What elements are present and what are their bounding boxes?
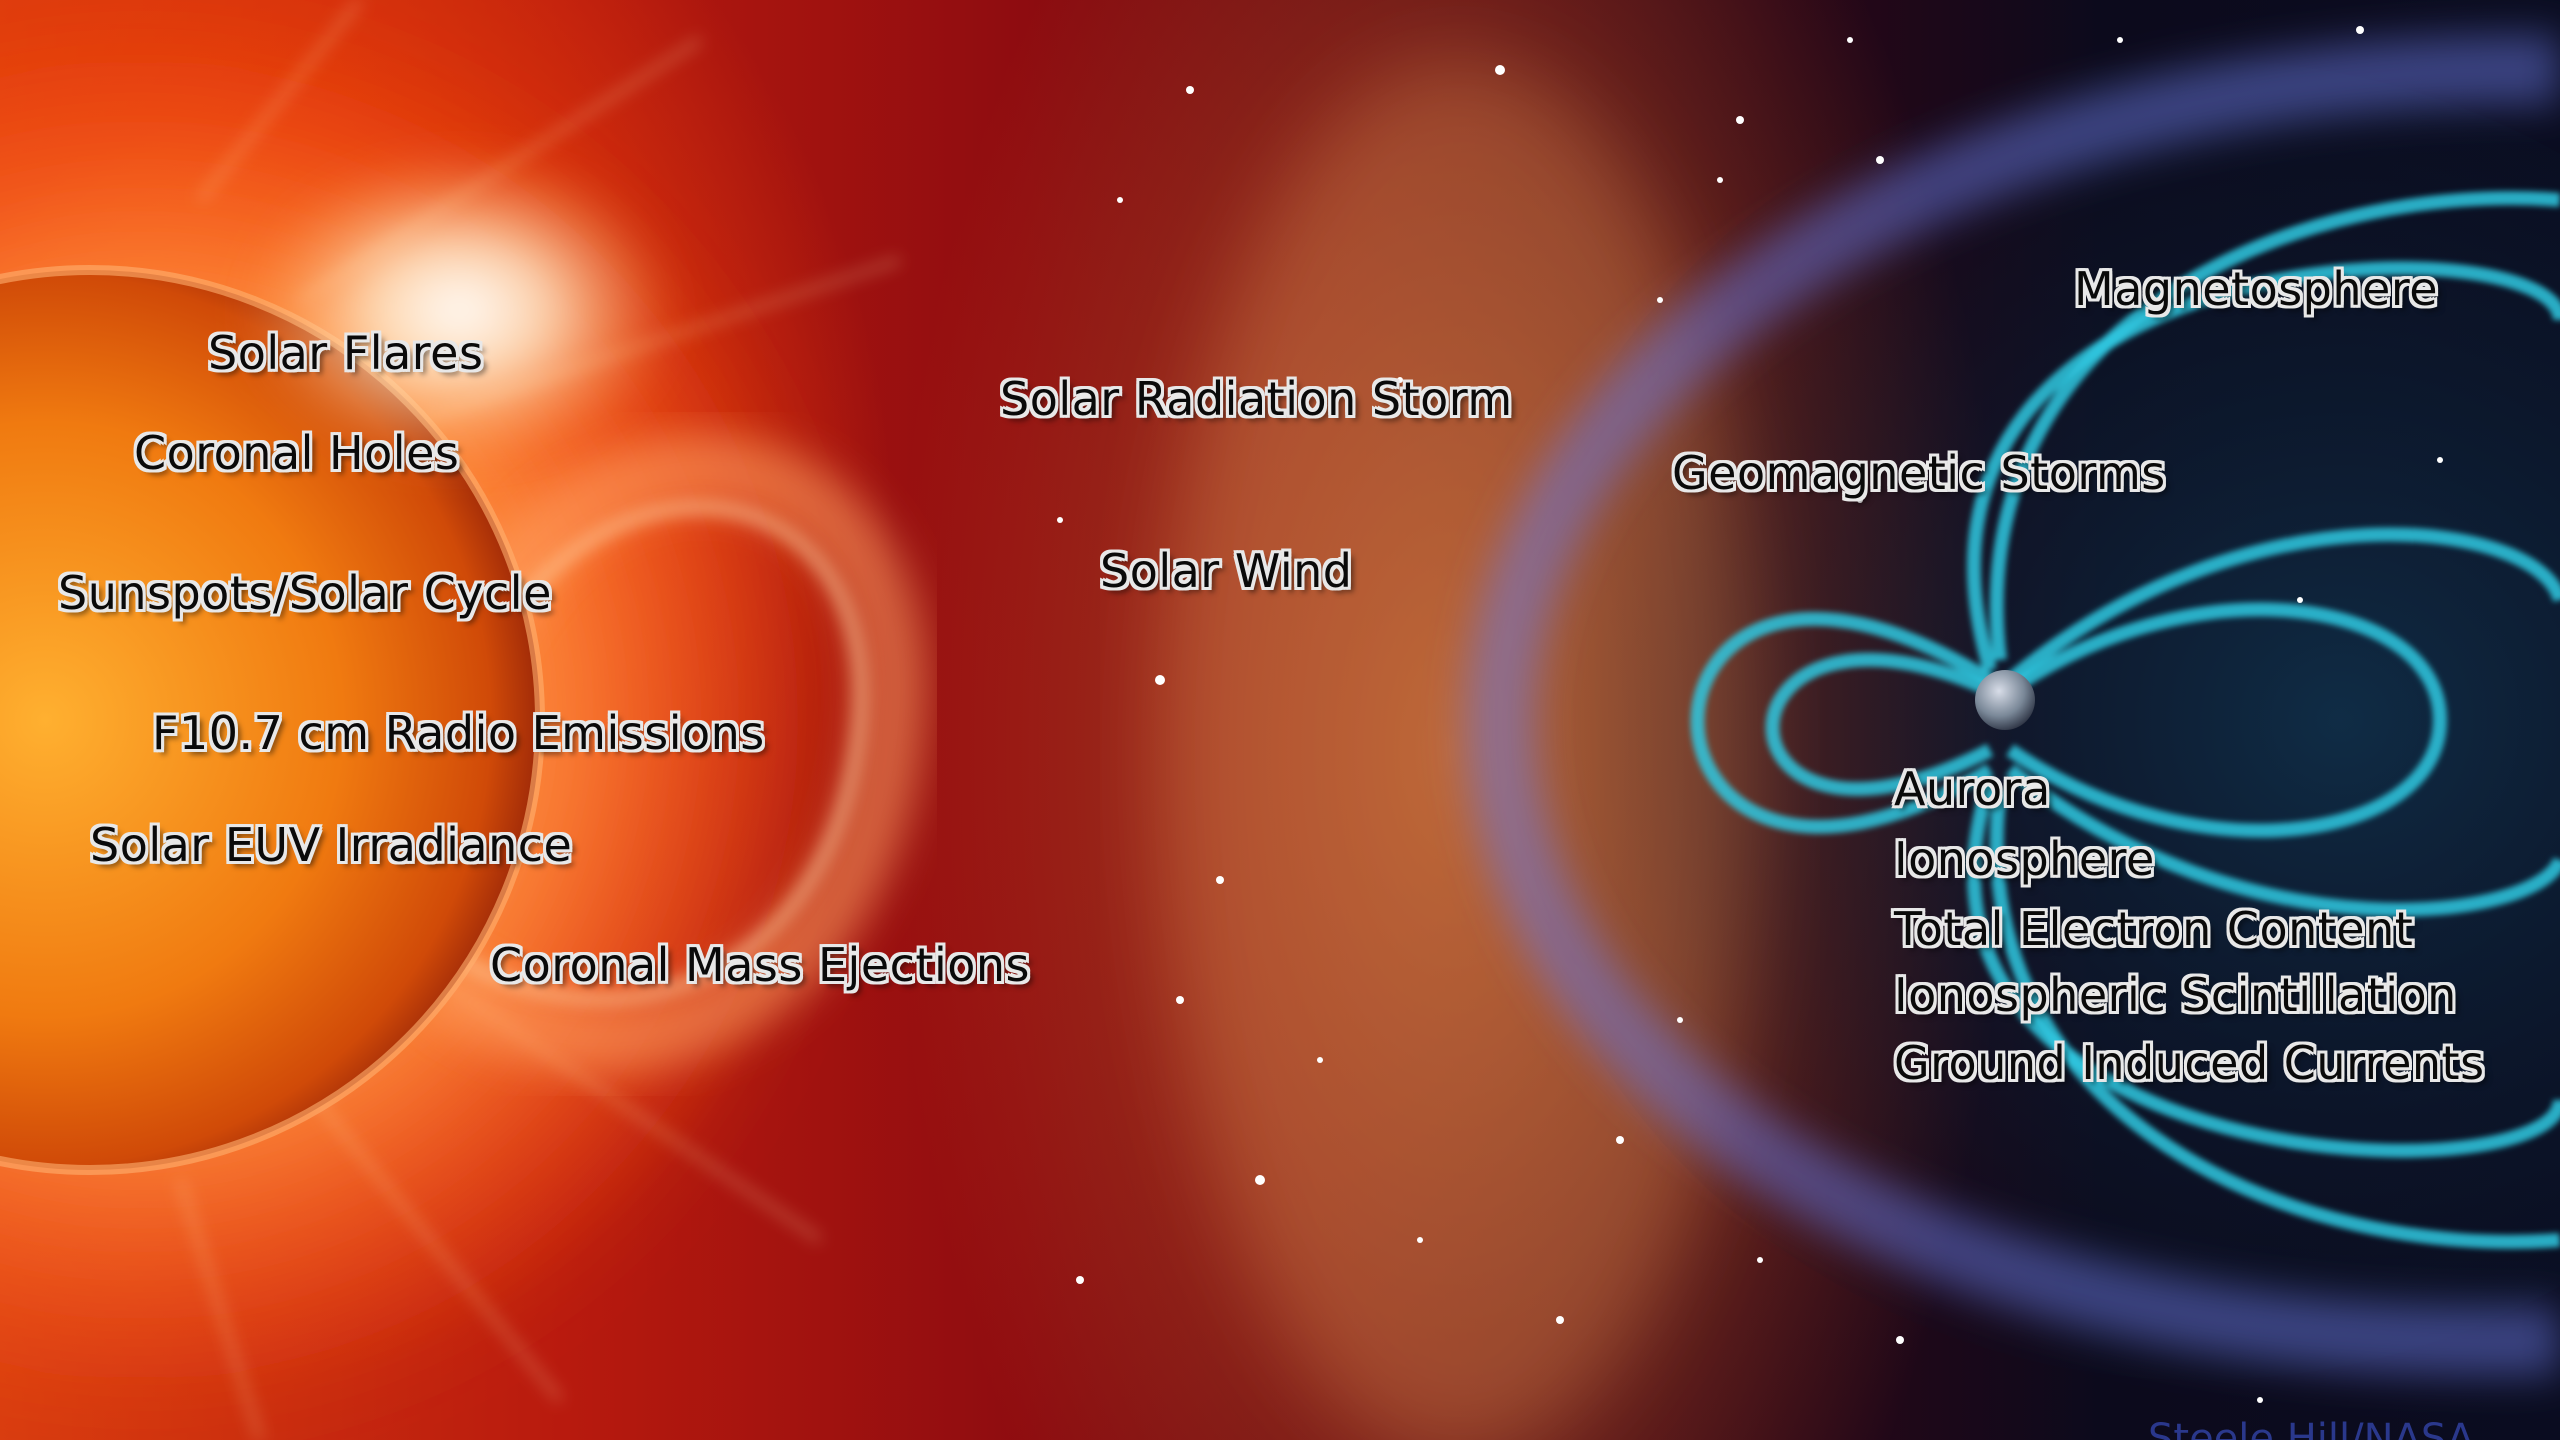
label-radio-emissions: F10.7 cm Radio Emissions [152, 706, 765, 760]
earth [1975, 670, 2035, 730]
sun-disk [0, 270, 540, 1170]
label-total-electron-content: Total Electron Content [1894, 902, 2414, 956]
label-geomagnetic-storms: Geomagnetic Storms [1672, 446, 2166, 500]
label-ground-induced-currents: Ground Induced Currents [1894, 1036, 2485, 1090]
label-ionosphere: Ionosphere [1894, 832, 2155, 886]
label-aurora: Aurora [1894, 762, 2051, 816]
label-ionospheric-scintillation: Ionospheric Scintillation [1894, 968, 2457, 1022]
cme-loop [416, 434, 927, 1074]
label-solar-euv-irradiance: Solar EUV Irradiance [90, 818, 573, 872]
image-credit: Steele Hill/NASA [2148, 1416, 2475, 1440]
label-solar-radiation-storm: Solar Radiation Storm [1000, 372, 1513, 426]
label-coronal-holes: Coronal Holes [134, 426, 460, 480]
label-solar-flares: Solar Flares [208, 326, 484, 380]
label-magnetosphere: Magnetosphere [2074, 262, 2439, 316]
label-solar-wind: Solar Wind [1100, 544, 1353, 598]
label-sunspots-solar-cycle: Sunspots/Solar Cycle [58, 566, 552, 620]
stars [1057, 26, 2443, 1403]
magnetosphere-region [1500, 60, 2560, 1380]
bow-shock [1464, 34, 2560, 1376]
solar-flare-glow [240, 150, 680, 470]
label-coronal-mass-ejections: Coronal Mass Ejections [490, 938, 1030, 992]
magnetic-field-lines [1690, 191, 2560, 1249]
